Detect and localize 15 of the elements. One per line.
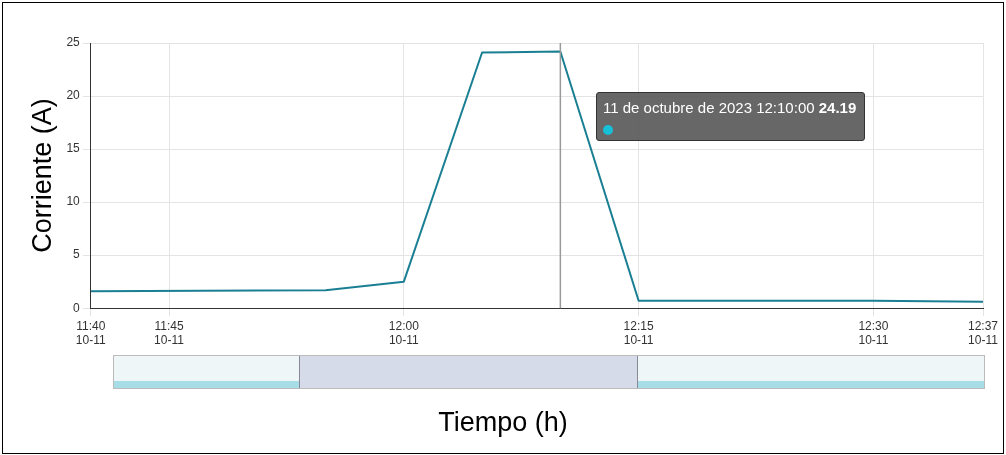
x-tick-label: 11:40 10-11 [75,318,106,348]
y-tick-label: 10 [66,194,81,209]
y-axis-title: Corriente (A) [26,98,57,253]
y-tick-label: 15 [66,141,81,156]
x-tick-label: 12:37 10-11 [967,318,999,348]
x-tick-label: 12:15 10-11 [623,318,654,348]
annotation: 11 de octubre de 2023 12:10:00 24.19 [603,99,857,116]
x-axis-title: Tiempo (h) [437,407,569,438]
y-tick-label: 25 [66,35,81,50]
x-tick-label: 12:30 10-11 [858,318,889,348]
x-tick-label: 12:00 10-11 [388,318,420,348]
y-tick-label: 20 [66,88,81,103]
x-tick-label: 11:45 10-11 [154,318,185,348]
y-tick-label: 5 [73,247,81,262]
y-tick-label: 0 [73,300,81,315]
